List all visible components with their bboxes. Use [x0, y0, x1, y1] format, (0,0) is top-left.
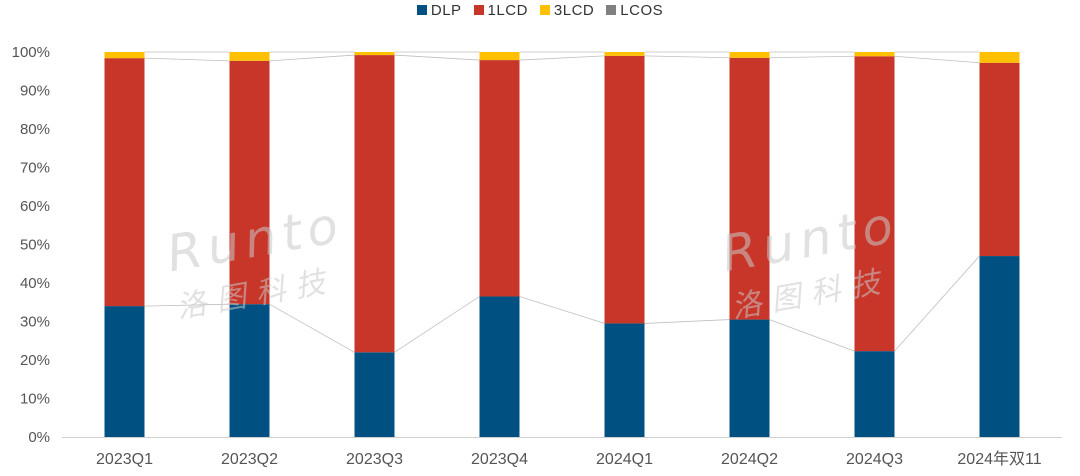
x-category-label: 2023Q3 — [346, 451, 403, 468]
series-connector-line — [144, 303, 230, 307]
y-tick-label: 100% — [12, 44, 50, 61]
bar-segment-3lcd — [354, 52, 395, 56]
y-tick-label: 50% — [20, 237, 50, 254]
y-tick-label: 0% — [28, 429, 50, 446]
bar-segment-1lcd — [854, 56, 895, 352]
bar-segment-1lcd — [604, 55, 645, 324]
bar-segment-dlp — [729, 319, 770, 437]
legend-label: 3LCD — [553, 2, 595, 19]
series-connector-line — [519, 296, 605, 324]
legend-item: 3LCD — [539, 2, 595, 19]
x-category-label: 2023Q4 — [471, 451, 528, 468]
x-category-label: 2024Q3 — [846, 451, 903, 468]
bar-segment-3lcd — [979, 52, 1020, 63]
x-category-label: 2024Q1 — [596, 451, 653, 468]
legend-item: LCOS — [606, 2, 663, 19]
bar-segment-dlp — [479, 296, 520, 437]
series-connector-line — [394, 296, 480, 353]
bar-segment-dlp — [979, 256, 1020, 437]
legend-swatch — [606, 5, 617, 15]
y-tick-label: 40% — [20, 275, 50, 292]
bar-segment-3lcd — [229, 52, 270, 61]
bar-segment-3lcd — [854, 52, 895, 57]
legend-label: 1LCD — [487, 2, 528, 19]
y-tick-label: 30% — [20, 314, 50, 331]
series-connector-line — [394, 54, 480, 61]
legend-swatch — [473, 5, 484, 15]
legend-swatch — [539, 5, 550, 15]
y-tick-label: 10% — [20, 391, 50, 408]
y-tick-label: 70% — [20, 160, 50, 177]
legend-swatch — [416, 5, 427, 15]
bar-segment-dlp — [229, 304, 270, 437]
bar-segment-1lcd — [354, 55, 395, 353]
y-tick-label: 90% — [20, 83, 50, 100]
bar-segment-3lcd — [479, 52, 520, 61]
legend-item: 1LCD — [473, 2, 528, 19]
bar-segment-1lcd — [229, 60, 270, 305]
bar-segment-1lcd — [979, 62, 1020, 257]
legend: DLP 1LCD 3LCD LCOS — [0, 2, 1080, 19]
series-connector-line — [769, 55, 855, 59]
x-category-label: 2023Q1 — [96, 451, 153, 468]
series-connector-line — [894, 255, 980, 352]
series-connector-line — [894, 55, 980, 64]
bar-segment-3lcd — [104, 52, 145, 59]
series-connector-line — [144, 57, 230, 62]
series-connector-line — [269, 303, 355, 353]
y-tick-label: 80% — [20, 121, 50, 138]
series-connector-line — [644, 55, 730, 59]
series-connector-line — [519, 55, 605, 61]
bar-segment-dlp — [604, 323, 645, 437]
bar-segment-dlp — [104, 306, 145, 437]
x-category-label: 2023Q2 — [221, 451, 278, 468]
y-tick-label: 20% — [20, 352, 50, 369]
series-connector-line — [769, 319, 855, 352]
y-tick-label: 60% — [20, 198, 50, 215]
x-category-label: 2024年双11 — [957, 450, 1041, 468]
series-connector-line — [269, 54, 355, 62]
x-category-label: 2024Q2 — [721, 451, 778, 468]
series-connector-line — [644, 319, 730, 324]
legend-item: DLP — [416, 2, 462, 19]
legend-label: LCOS — [620, 2, 664, 19]
bar-segment-dlp — [854, 351, 895, 437]
bar-segment-1lcd — [479, 60, 520, 297]
bar-segment-3lcd — [729, 52, 770, 58]
bar-segment-1lcd — [104, 58, 145, 307]
bar-segment-3lcd — [604, 52, 645, 56]
bar-segment-1lcd — [729, 57, 770, 320]
bar-segment-dlp — [354, 352, 395, 437]
legend-label: DLP — [430, 2, 462, 19]
